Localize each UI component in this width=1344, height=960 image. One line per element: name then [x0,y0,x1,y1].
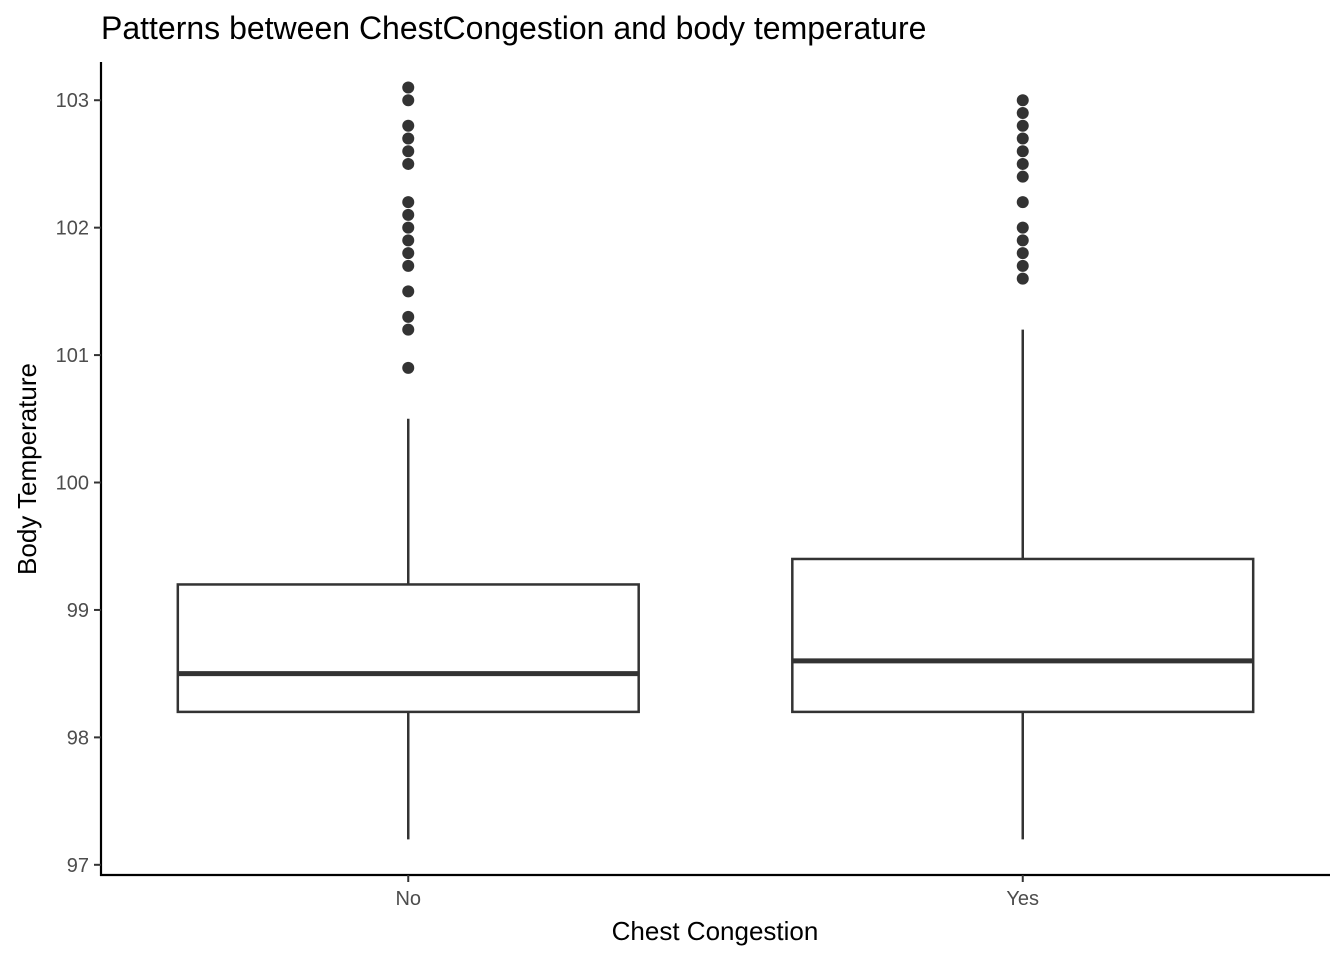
outlier-point [1016,247,1029,260]
x-axis-title: Chest Congestion [612,916,819,946]
outlier-point [1016,94,1029,107]
outlier-point [402,285,415,298]
box-yes [791,94,1255,840]
outlier-point [402,247,415,260]
iqr-box [176,583,640,714]
outlier-point [402,196,415,209]
outlier-point [402,323,415,336]
outlier-point [402,81,415,94]
y-tick-label: 99 [67,600,89,622]
outlier-point [1016,132,1029,145]
outlier-point [402,361,415,374]
outlier-point [402,221,415,234]
x-axis-ticks: No Yes [395,875,1039,910]
outlier-point [1016,259,1029,272]
outlier-point [402,259,415,272]
outlier-point [402,94,415,107]
y-axis-title: Body Temperature [12,363,42,575]
outlier-point [402,119,415,132]
y-tick-label: 98 [67,727,89,749]
y-tick-label: 102 [56,218,89,240]
outlier-point [1016,272,1029,285]
plot-panel [176,81,1255,840]
outlier-point [1016,106,1029,119]
outlier-point [402,208,415,221]
outlier-point [402,310,415,323]
chart-title: Patterns between ChestCongestion and bod… [101,10,926,46]
outlier-point [1016,234,1029,247]
x-tick-label: Yes [1006,888,1039,910]
outlier-point [402,132,415,145]
outlier-point [1016,170,1029,183]
outlier-point [402,157,415,170]
box-no [176,81,640,840]
outlier-point [1016,196,1029,209]
y-tick-label: 97 [67,855,89,877]
y-tick-label: 100 [56,473,89,495]
iqr-box [791,557,1255,714]
y-tick-label: 103 [56,90,89,112]
x-tick-label: No [395,888,421,910]
outlier-point [1016,119,1029,132]
y-tick-label: 101 [56,345,89,367]
outlier-point [1016,221,1029,234]
outlier-point [402,145,415,158]
outlier-point [1016,145,1029,158]
outlier-point [402,234,415,247]
y-axis-ticks: 97 98 99 100 101 102 103 [56,90,101,877]
outlier-point [1016,157,1029,170]
